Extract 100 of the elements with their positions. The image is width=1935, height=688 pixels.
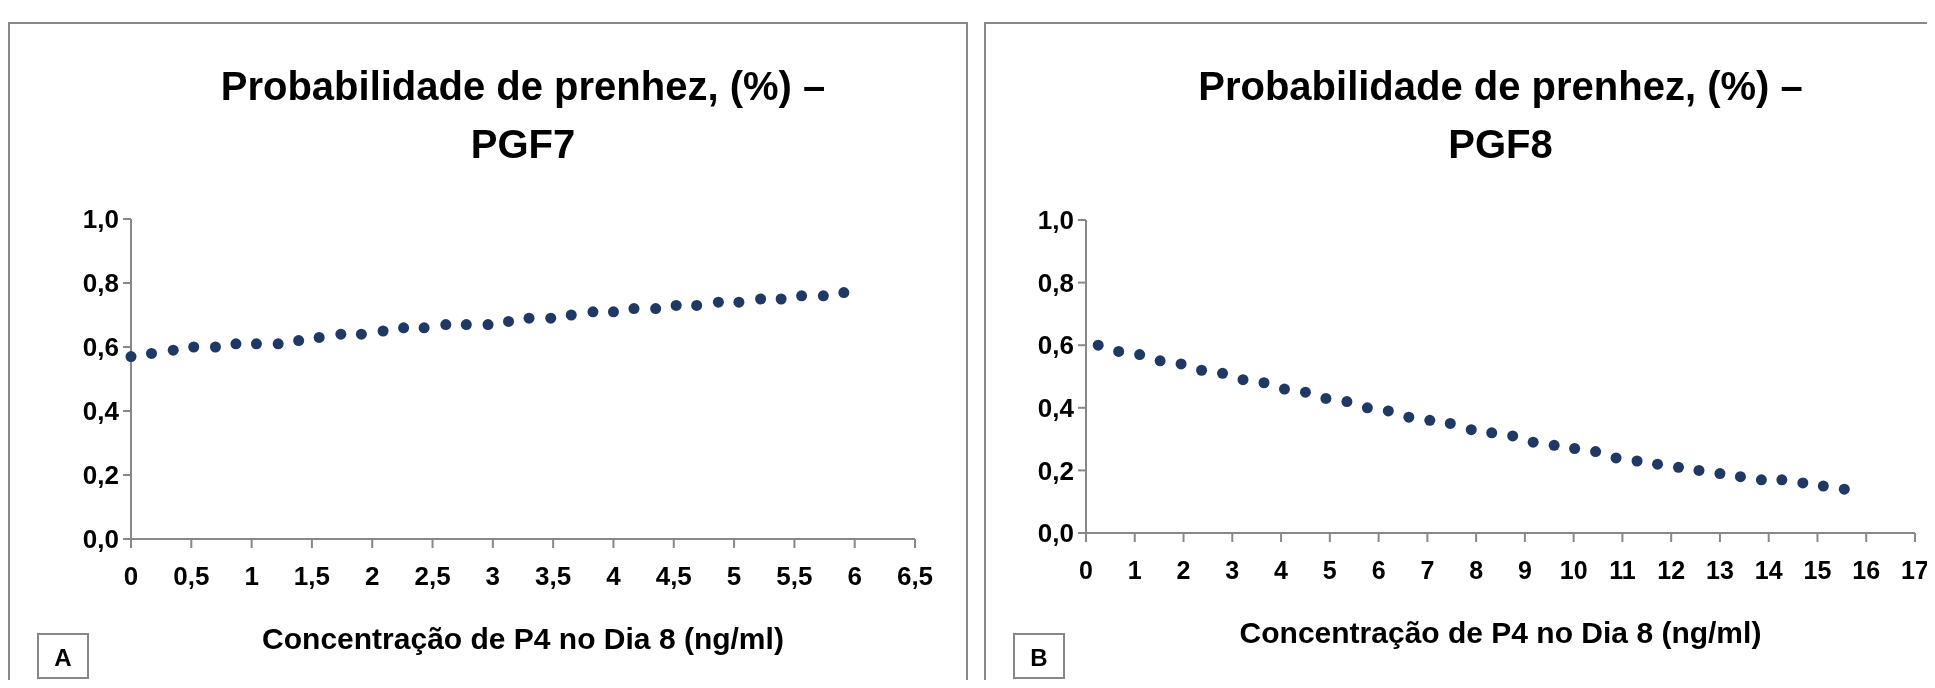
y-tick-label: 1,0 <box>82 204 119 235</box>
point <box>1527 436 1539 448</box>
y-tick-label: 0,4 <box>1037 392 1075 423</box>
point <box>691 299 703 311</box>
point <box>167 344 179 356</box>
point <box>482 319 494 331</box>
x-tick-label: 5 <box>1322 556 1337 584</box>
y-tick-label: 0,8 <box>1037 267 1074 298</box>
point <box>1382 405 1394 417</box>
point <box>209 341 221 353</box>
point <box>587 306 599 318</box>
point <box>1361 402 1373 414</box>
text: A <box>54 644 72 671</box>
point <box>1590 446 1602 458</box>
point <box>418 322 430 334</box>
point <box>628 303 640 315</box>
point <box>1797 477 1809 489</box>
point <box>460 319 472 331</box>
point <box>377 325 389 337</box>
y-tick-label: 0,8 <box>82 268 119 299</box>
x-tick-label: 2,5 <box>414 561 451 591</box>
point <box>503 315 515 327</box>
point <box>146 347 157 359</box>
point <box>1610 452 1622 464</box>
x-tick-label: 4 <box>1274 556 1289 584</box>
x-tick-label: 14 <box>1754 556 1783 584</box>
point <box>755 293 767 305</box>
point <box>335 328 347 340</box>
point <box>1569 443 1581 454</box>
x-tick-label: 10 <box>1559 556 1588 584</box>
x-tick-label: 12 <box>1657 556 1686 584</box>
x-tick-label: 2 <box>1176 556 1191 584</box>
x-tick-label: 3 <box>1225 556 1240 584</box>
x-tick-label: 1,5 <box>293 561 330 591</box>
x-tick-label: 17 <box>1901 556 1929 584</box>
x-tick-label: 0 <box>123 561 139 591</box>
point <box>1196 364 1208 376</box>
point <box>272 338 284 350</box>
point <box>1320 392 1332 404</box>
x-tick-label: 9 <box>1517 556 1532 584</box>
point <box>1299 386 1311 398</box>
x-tick-label: 11 <box>1609 556 1636 584</box>
point <box>188 341 200 353</box>
point <box>1341 396 1353 408</box>
point <box>565 309 577 321</box>
y-tick-label: 0,6 <box>82 332 119 363</box>
point <box>1092 339 1104 351</box>
point <box>1652 458 1664 470</box>
x-tick-label: 13 <box>1706 556 1734 584</box>
y-tick-label: 0,0 <box>1037 518 1074 549</box>
point <box>1175 358 1187 370</box>
x-tick-label: 6 <box>847 561 862 591</box>
point <box>1134 349 1146 361</box>
x-tick-label: 0,5 <box>173 561 210 591</box>
x-tick-label: 6 <box>1371 556 1386 584</box>
point <box>545 312 557 324</box>
y-tick-label: 0,2 <box>1037 455 1074 486</box>
point <box>1755 474 1767 486</box>
chart-title: Probabilidade de prenhez, (%) – PGF8 <box>1198 64 1803 166</box>
x-tick-label: 7 <box>1420 556 1435 584</box>
x-tick-label: 16 <box>1852 556 1881 584</box>
point <box>313 331 325 343</box>
y-tick-label: 0,0 <box>82 524 119 555</box>
text: B <box>1030 644 1048 671</box>
point <box>1154 355 1166 367</box>
x-tick-label: 1 <box>1127 556 1142 584</box>
point <box>1631 455 1643 467</box>
point <box>1113 345 1125 357</box>
x-tick-label: 3 <box>485 561 501 591</box>
point <box>1693 464 1705 476</box>
point <box>817 290 829 302</box>
point <box>838 287 850 299</box>
point <box>1258 377 1270 389</box>
x-tick-label: 2 <box>365 561 380 591</box>
point <box>607 306 619 318</box>
x-tick-label: 8 <box>1469 556 1484 584</box>
x-tick-label: 5,5 <box>776 561 813 591</box>
point <box>1548 439 1560 451</box>
chart-title: Probabilidade de prenhez, (%) – PGF7 <box>220 64 826 166</box>
x-tick-label: 4,5 <box>655 561 692 591</box>
x-tick-label: 5 <box>726 561 742 591</box>
point <box>670 299 682 311</box>
y-tick-label: 1,0 <box>1037 205 1074 236</box>
point <box>1838 483 1850 495</box>
point <box>1672 461 1684 473</box>
point <box>712 296 724 308</box>
point <box>1817 480 1829 492</box>
x-tick-label: 0 <box>1079 556 1093 584</box>
point <box>1237 374 1249 386</box>
x-tick-label: 3,5 <box>535 561 572 591</box>
point <box>125 351 137 363</box>
x-tick-label: 15 <box>1803 556 1832 584</box>
point <box>1507 430 1519 442</box>
point <box>650 303 662 315</box>
point <box>733 296 745 308</box>
x-axis-title: Concentração de P4 no Dia 8 (ng/ml) <box>1239 616 1762 649</box>
x-tick-label: 6,5 <box>896 561 934 591</box>
point <box>775 293 787 305</box>
point <box>355 328 367 340</box>
x-tick-label: 4 <box>606 561 622 591</box>
